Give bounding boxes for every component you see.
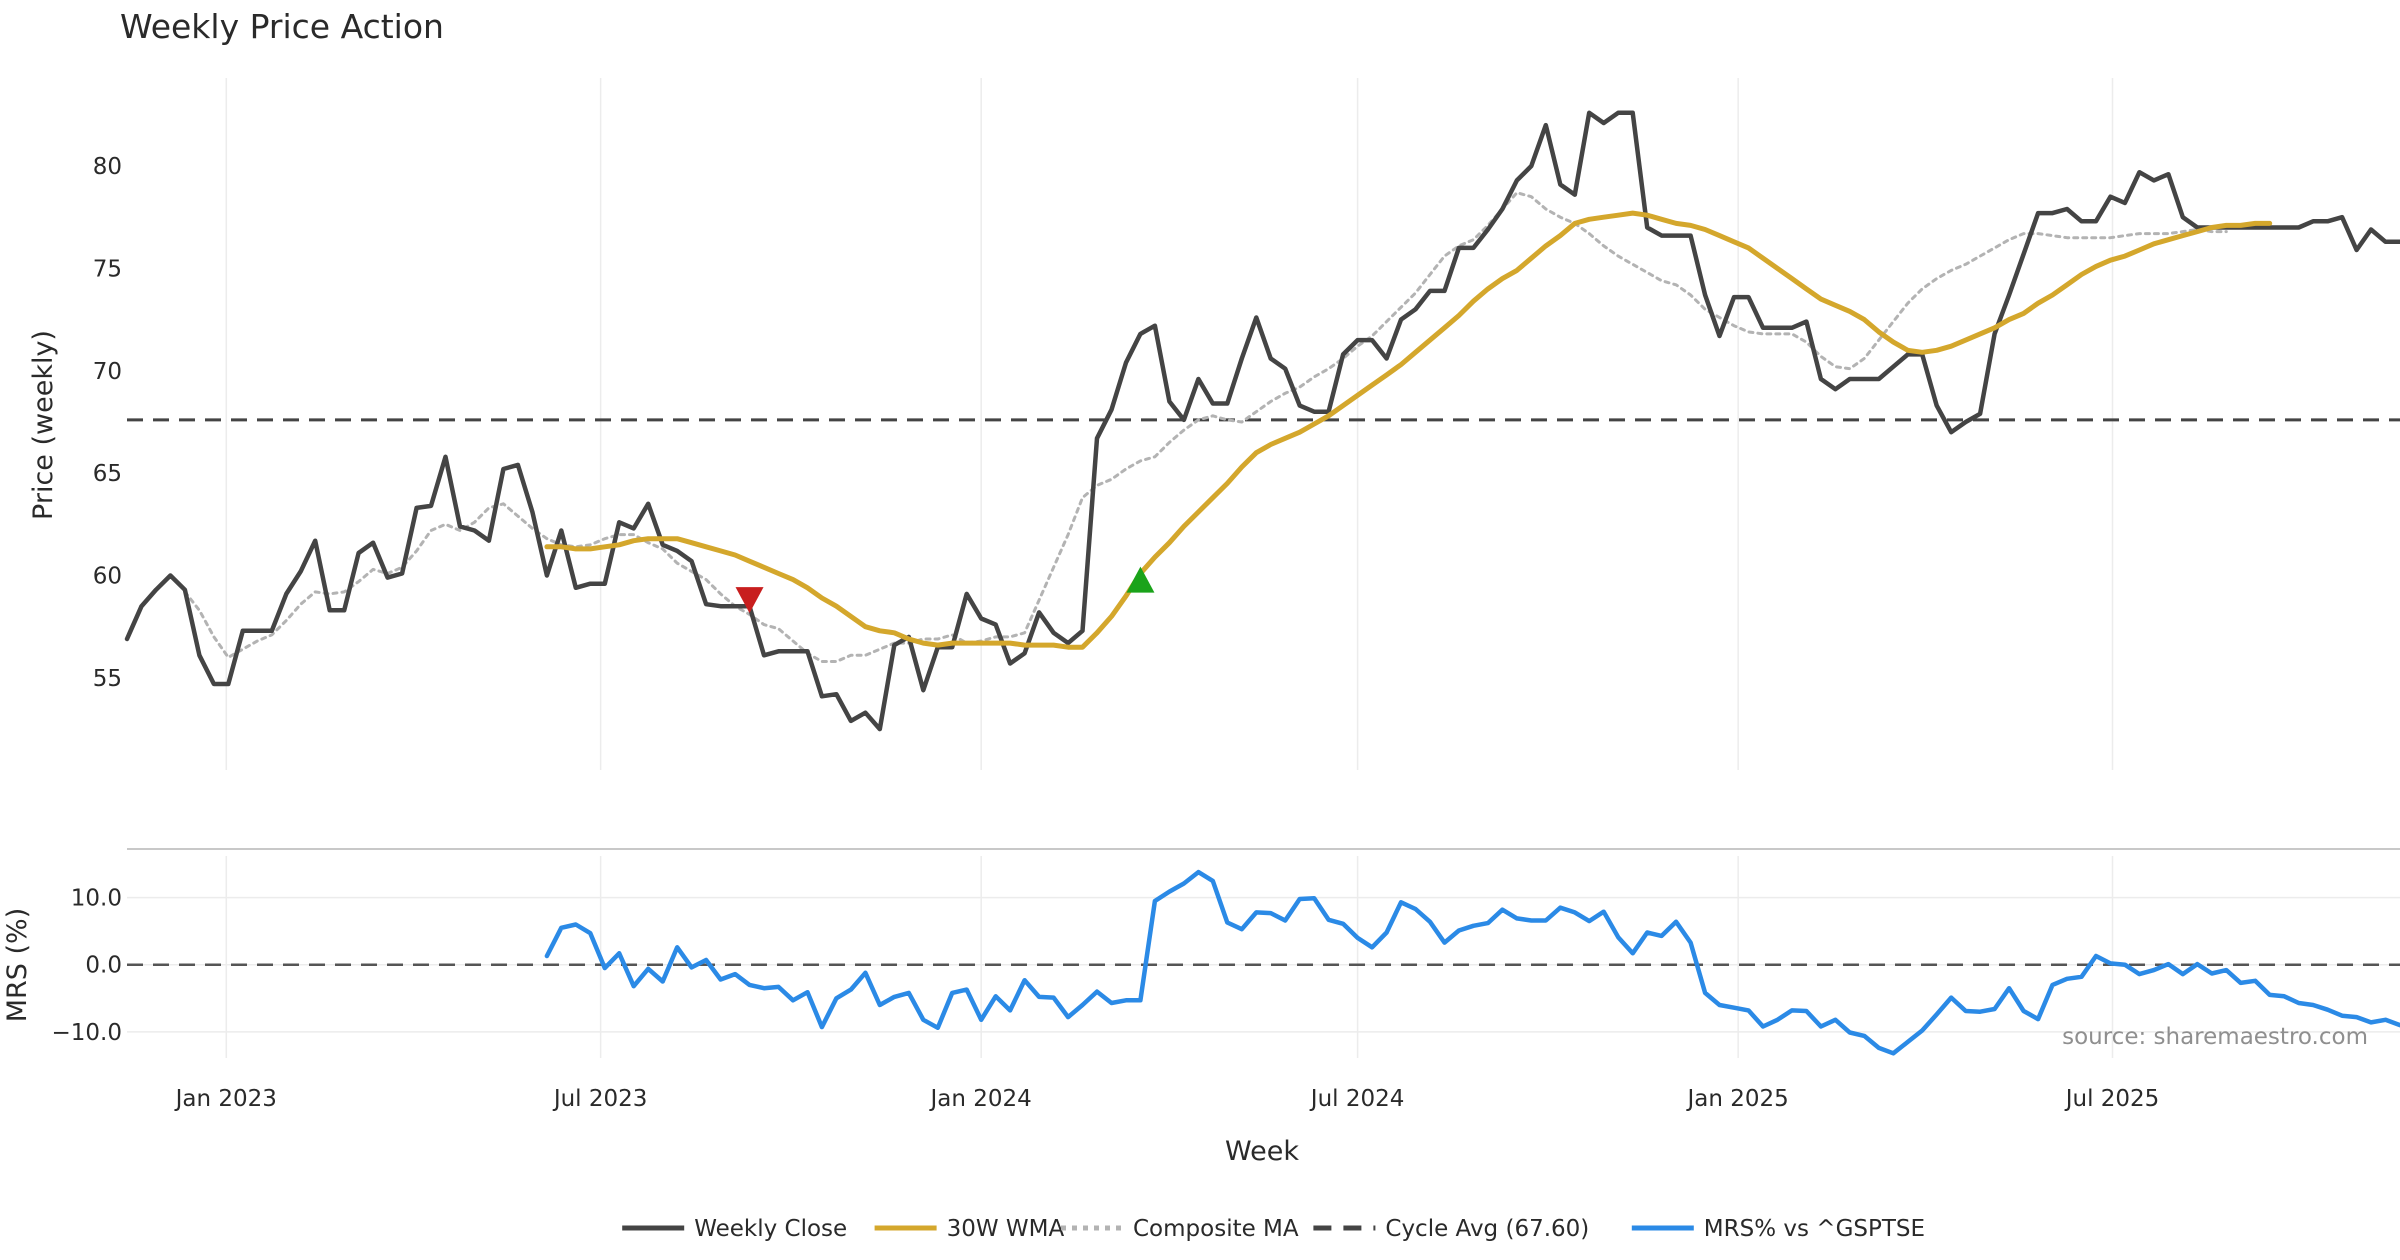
price-grid — [225, 78, 2114, 770]
price-series-group — [124, 110, 2400, 732]
mrs-y-ticks: −10.0 0.0 10.0 — [52, 886, 122, 1046]
legend-item-composite-ma: Composite MA — [1061, 1216, 1299, 1242]
price-y-tick-label: 70 — [93, 359, 122, 385]
signal-markers — [735, 566, 1155, 614]
legend-label: Weekly Close — [694, 1216, 847, 1242]
mrs-grid — [127, 856, 2400, 1058]
x-tick-label: Jul 2024 — [1309, 1086, 1405, 1112]
sell-signal-marker — [735, 587, 764, 614]
series-mrs-vs-gsptse — [544, 869, 2400, 1056]
price-y-axis-label: Price (weekly) — [28, 330, 59, 520]
chart-legend: Weekly Close 30W WMA Composite MA Cycle Avg… — [622, 1216, 1925, 1242]
series-weekly-close — [124, 110, 2400, 732]
legend-item-cycle-avg-67-60: Cycle Avg (67.60) — [1313, 1216, 1589, 1242]
x-axis-label: Week — [1225, 1136, 1299, 1167]
legend-label: Cycle Avg (67.60) — [1385, 1216, 1589, 1242]
buy-signal-marker — [1126, 566, 1155, 593]
mrs-y-tick-label: 0.0 — [85, 953, 122, 979]
mrs-y-tick-label: 10.0 — [71, 886, 122, 912]
x-tick-label: Jan 2025 — [1686, 1086, 1789, 1112]
x-axis-ticks: Jan 2023 Jul 2023 Jan 2024 Jul 2024 Jan 2025… — [174, 1086, 2160, 1112]
price-y-tick-label: 80 — [93, 154, 122, 180]
mrs-series-group — [127, 869, 2400, 1056]
source-note: source: sharemaestro.com — [2062, 1024, 2368, 1050]
mrs-y-axis-label: MRS (%) — [2, 908, 33, 1023]
legend-item-mrs-vs-gsptse: MRS% vs ^GSPTSE — [1631, 1216, 1925, 1242]
legend-item-weekly-close: Weekly Close — [622, 1216, 847, 1242]
x-tick-label: Jul 2023 — [552, 1086, 648, 1112]
price-y-tick-label: 65 — [93, 461, 122, 487]
legend-label: MRS% vs ^GSPTSE — [1704, 1216, 1925, 1242]
chart-title: Weekly Price Action — [120, 7, 444, 46]
price-y-tick-label: 55 — [93, 666, 122, 692]
legend-item-30w-wma: 30W WMA — [874, 1216, 1065, 1242]
price-y-tick-label: 75 — [93, 256, 122, 282]
series-30w-wma — [544, 210, 2273, 650]
price-y-ticks: 55 60 65 70 75 80 — [93, 154, 122, 692]
x-tick-label: Jan 2023 — [174, 1086, 277, 1112]
x-tick-label: Jan 2024 — [929, 1086, 1032, 1112]
legend-label: Composite MA — [1133, 1216, 1299, 1242]
x-tick-label: Jul 2025 — [2064, 1086, 2160, 1112]
mrs-y-tick-label: −10.0 — [52, 1020, 122, 1046]
price-y-tick-label: 60 — [93, 564, 122, 590]
series-composite-ma — [183, 191, 2228, 663]
legend-label: 30W WMA — [947, 1216, 1065, 1242]
